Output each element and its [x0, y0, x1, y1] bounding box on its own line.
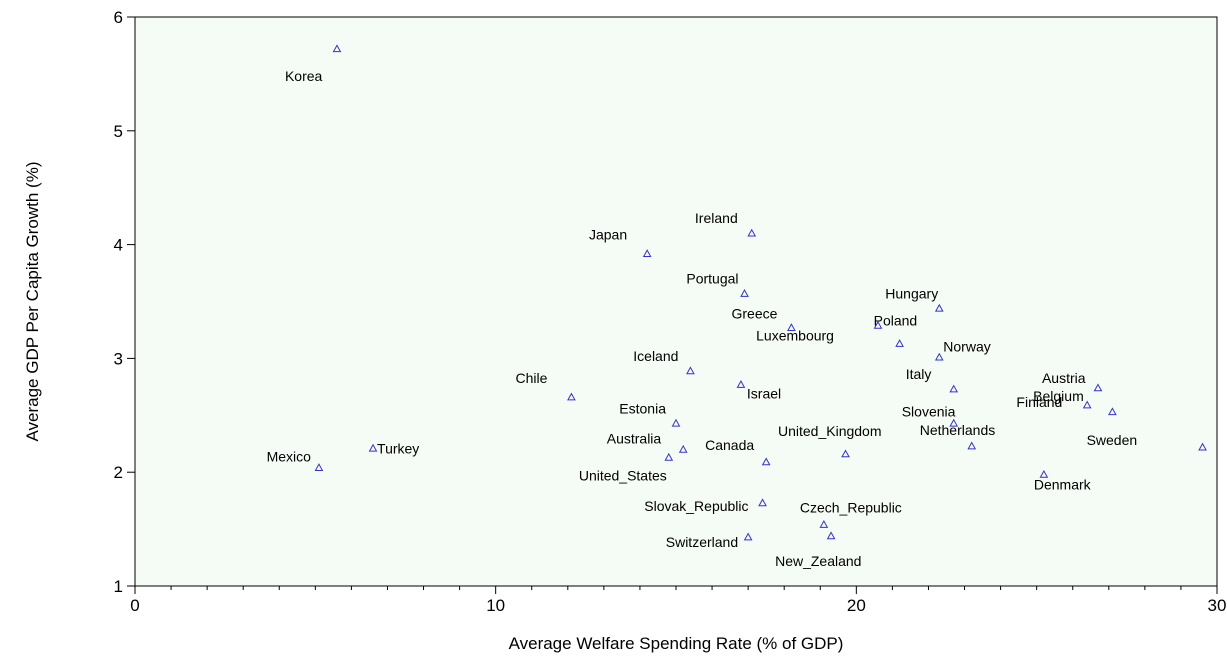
data-point — [314, 463, 324, 471]
point-label: Norway — [943, 338, 990, 354]
point-label: Slovenia — [902, 403, 956, 419]
point-label: Estonia — [619, 400, 666, 416]
data-point — [567, 392, 576, 401]
point-label: Slovak_Republic — [644, 498, 748, 514]
plot-area — [134, 16, 1218, 587]
data-point — [1082, 400, 1092, 409]
point-label: Belgium — [1033, 388, 1084, 404]
point-label: United_Kingdom — [778, 423, 882, 439]
x-tick-label: 30 — [1208, 596, 1227, 615]
data-point — [873, 320, 883, 329]
data-point — [826, 531, 836, 540]
data-point — [934, 352, 944, 361]
point-label: United_States — [579, 467, 667, 483]
x-axis-title: Average Welfare Spending Rate (% of GDP) — [509, 634, 844, 653]
data-point — [642, 249, 652, 258]
point-label: Austria — [1042, 370, 1086, 386]
x-tick-label: 0 — [130, 596, 139, 615]
data-point — [934, 303, 944, 312]
point-label: Ireland — [695, 210, 738, 226]
y-tick-label: 6 — [114, 8, 123, 27]
data-point — [967, 441, 977, 450]
point-label: Denmark — [1034, 476, 1092, 492]
point-label: Israel — [747, 386, 781, 402]
x-tick-label: 10 — [486, 596, 505, 615]
data-point — [761, 457, 771, 466]
data-point — [1039, 469, 1049, 478]
data-point — [678, 444, 688, 453]
point-label: Turkey — [377, 440, 419, 456]
data-point — [368, 443, 378, 452]
y-tick-label: 4 — [114, 236, 123, 255]
point-label: Finland — [1016, 394, 1062, 410]
point-label: Korea — [285, 68, 323, 84]
point-label: Luxembourg — [756, 327, 834, 343]
data-point — [332, 44, 342, 53]
point-label: New_Zealand — [775, 553, 861, 569]
data-point — [664, 452, 674, 461]
data-point — [819, 520, 829, 528]
point-label: Iceland — [633, 348, 678, 364]
data-point — [895, 339, 904, 347]
y-tick-label: 1 — [114, 577, 123, 596]
data-point — [841, 449, 850, 458]
data-point — [743, 532, 753, 541]
point-label: Canada — [705, 437, 754, 453]
axis-ticks: 0 10 20 30 1 2 3 4 5 6 — [114, 8, 1227, 615]
y-tick-label: 2 — [114, 463, 123, 482]
point-label: Poland — [874, 313, 918, 329]
point-label: Mexico — [267, 449, 312, 465]
point-label: Sweden — [1087, 432, 1138, 448]
data-point — [747, 228, 757, 237]
data-point — [1198, 442, 1207, 451]
data-point — [686, 366, 695, 375]
point-label: Switzerland — [666, 534, 738, 550]
data-point — [736, 380, 746, 388]
data-point — [1108, 407, 1117, 416]
point-label: Czech_Republic — [800, 500, 902, 516]
data-point — [949, 418, 959, 427]
point-label: Chile — [516, 370, 548, 386]
data-point — [787, 323, 796, 331]
y-tick-label: 3 — [114, 349, 123, 368]
data-point — [1093, 383, 1103, 392]
data-point — [671, 418, 681, 427]
data-point — [949, 384, 959, 393]
point-label: Italy — [906, 366, 932, 382]
point-label: Hungary — [885, 285, 938, 301]
point-label: Portugal — [686, 271, 738, 287]
data-points — [314, 44, 1207, 541]
point-label: Japan — [589, 227, 627, 243]
point-label: Greece — [731, 306, 777, 322]
point-label: Australia — [607, 430, 662, 446]
data-point — [758, 498, 767, 507]
point-label: Netherlands — [920, 422, 996, 438]
y-tick-label: 5 — [114, 122, 123, 141]
x-tick-label: 20 — [847, 596, 866, 615]
y-axis-title: Average GDP Per Capita Growth (%) — [23, 162, 42, 442]
data-point — [740, 289, 749, 297]
point-labels: Korea Mexico Turkey Chile Japan Ireland Portug… — [267, 68, 1138, 569]
